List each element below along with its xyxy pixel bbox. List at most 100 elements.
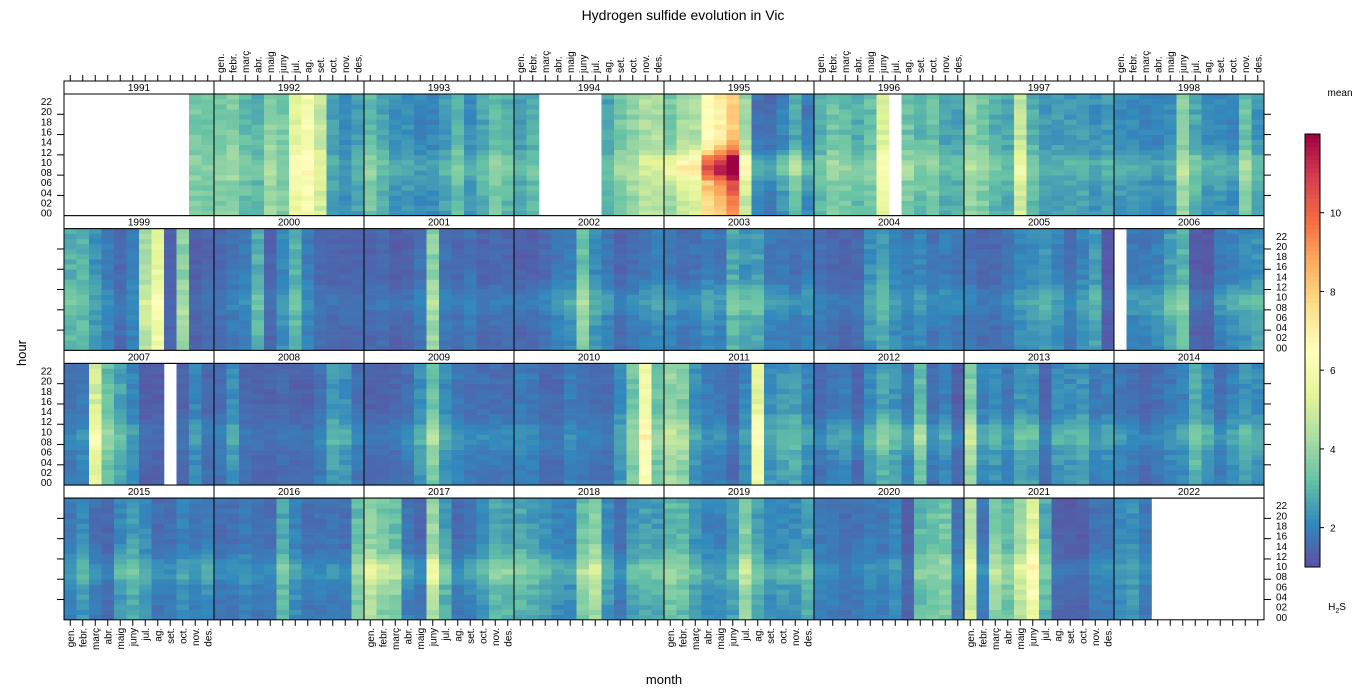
heatmap-cells [964, 94, 1115, 216]
heatmap-cell [964, 319, 977, 326]
heatmap-cell [976, 144, 990, 151]
heatmap-cell [926, 289, 940, 295]
heatmap-cell [1114, 170, 1127, 176]
heatmap-cell [901, 259, 915, 265]
heatmap-cell [626, 345, 640, 351]
heatmap-cell [64, 474, 77, 481]
heatmap-cell [764, 94, 777, 100]
heatmap-cell [214, 264, 227, 270]
heatmap-cell [639, 248, 652, 255]
heatmap-cell [1201, 304, 1215, 311]
heatmap-cell [639, 228, 652, 235]
heatmap-cell [489, 284, 502, 290]
heatmap-cell [89, 383, 102, 390]
heatmap-cell [1239, 345, 1252, 351]
heatmap-cell [826, 104, 840, 110]
heatmap-cell [376, 419, 390, 425]
heatmap-cell [126, 304, 140, 311]
heatmap-cell [1139, 279, 1152, 285]
heatmap-cell [1164, 279, 1177, 285]
heatmap-cell [276, 480, 290, 486]
heatmap-cell [351, 185, 365, 191]
heatmap-cell [514, 129, 527, 135]
heatmap-cell [651, 304, 665, 311]
heatmap-cell [839, 294, 852, 300]
heatmap-cell [314, 129, 327, 135]
heatmap-cell [1026, 289, 1040, 295]
heatmap-cell [264, 325, 277, 331]
heatmap-cell [301, 279, 315, 285]
heatmap-cell [1064, 294, 1077, 300]
heatmap-cell [539, 259, 552, 265]
heatmap-cell [326, 279, 340, 285]
heatmap-cell [976, 129, 990, 135]
heatmap-cell [826, 170, 840, 176]
heatmap-cell [1051, 149, 1065, 156]
heatmap-cell [751, 299, 765, 306]
heatmap-cell [589, 330, 602, 336]
heatmap-cell [1214, 149, 1227, 156]
heatmap-cell [151, 439, 165, 445]
heatmap-cell [326, 363, 340, 369]
heatmap-cell [1151, 149, 1165, 156]
heatmap-cell [514, 109, 527, 115]
heatmap-cell [301, 180, 315, 186]
heatmap-cell [1076, 269, 1090, 275]
heatmap-cell [414, 264, 427, 270]
heatmap-cell [364, 109, 377, 115]
heatmap-cell [264, 109, 277, 115]
heatmap-cell [1251, 114, 1265, 120]
heatmap-cell [451, 144, 465, 151]
heatmap-cell [1001, 294, 1015, 300]
heatmap-cell [176, 378, 190, 384]
heatmap-cell [489, 109, 502, 115]
heatmap-cell [1051, 109, 1065, 115]
heatmap-cell [276, 233, 290, 240]
heatmap-cell [226, 154, 240, 161]
heatmap-cell [1139, 134, 1152, 140]
heatmap-cell [126, 459, 140, 466]
heatmap-cell [1114, 185, 1127, 191]
heatmap-cell [1139, 190, 1152, 196]
heatmap-cell [1151, 228, 1165, 235]
heatmap-cell [964, 289, 977, 295]
heatmap-cell [1126, 299, 1140, 306]
heatmap-cell [426, 378, 440, 384]
heatmap-cell [801, 340, 815, 346]
heatmap-cell [651, 309, 665, 316]
heatmap-cell [226, 319, 240, 326]
heatmap-cell [114, 345, 127, 351]
heatmap-cell [76, 279, 90, 285]
heatmap-cell [439, 180, 452, 186]
heatmap-cell [1151, 330, 1165, 336]
heatmap-cell [676, 185, 690, 191]
heatmap-cell [1026, 294, 1040, 300]
heatmap-cell [551, 269, 565, 275]
heatmap-cell [439, 205, 452, 211]
heatmap-cell [414, 373, 427, 379]
heatmap-cell [301, 228, 315, 235]
heatmap-cell [1214, 254, 1227, 260]
heatmap-cell [251, 403, 265, 410]
heatmap-cell [739, 139, 752, 146]
heatmap-cell [276, 469, 290, 476]
heatmap-cell [889, 264, 902, 270]
heatmap-cell [789, 195, 802, 201]
heatmap-cell [601, 304, 615, 311]
heatmap-cell [301, 238, 315, 245]
heatmap-cell [626, 299, 640, 306]
heatmap-cell [739, 319, 752, 326]
heatmap-cell [76, 449, 90, 455]
heatmap-cell [814, 124, 827, 130]
heatmap-cell [1089, 325, 1102, 331]
heatmap-cell [214, 459, 227, 466]
heatmap-cell [414, 159, 427, 166]
heatmap-cell [1114, 139, 1127, 146]
heatmap-cell [1201, 243, 1215, 250]
heatmap-cell [401, 383, 415, 390]
heatmap-cell [364, 205, 377, 211]
heatmap-cell [276, 403, 290, 410]
heatmap-cell [726, 139, 740, 146]
chart-title: Hydrogen sulfide evolution in Vic [582, 7, 785, 23]
heatmap-cell [1126, 180, 1140, 186]
